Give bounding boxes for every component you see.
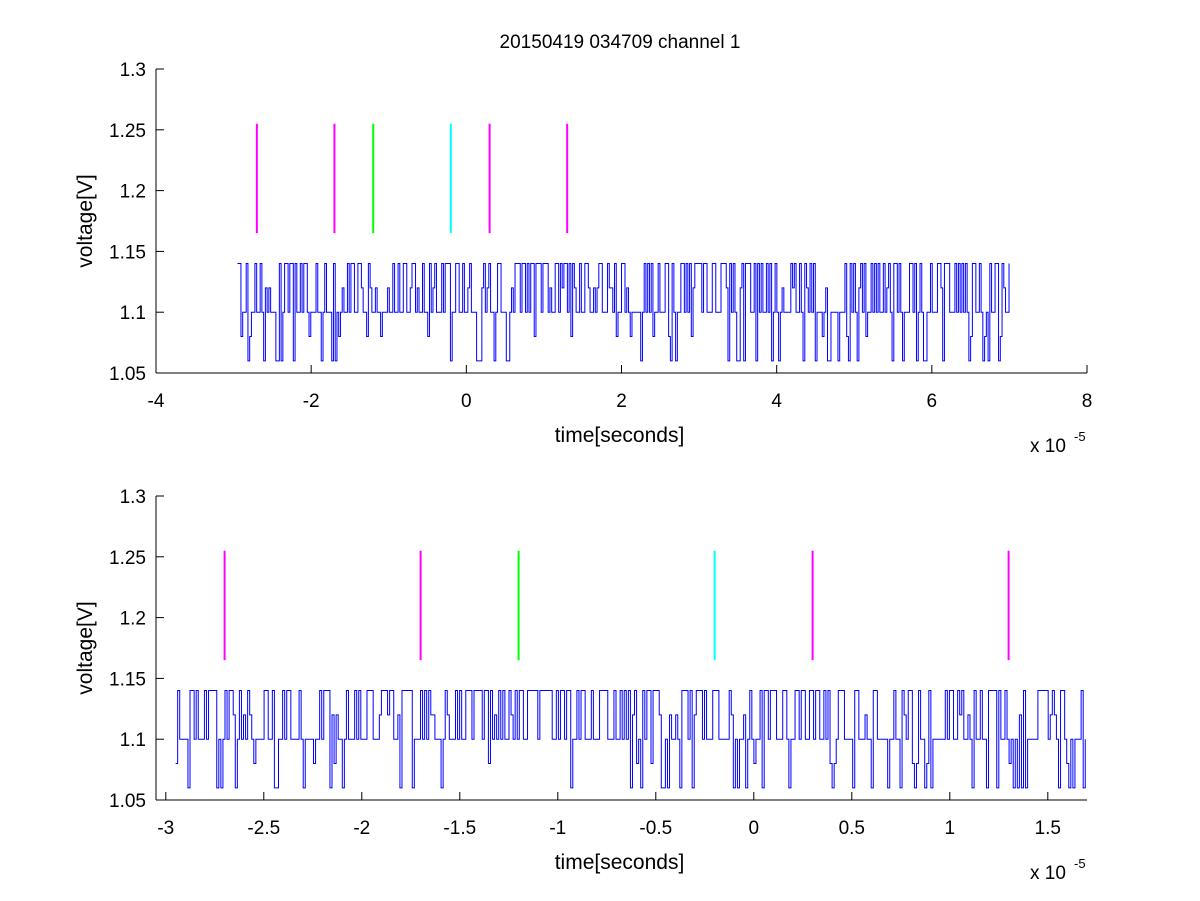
y-tick-label: 1.2 xyxy=(120,182,146,203)
x-tick-label: 4 xyxy=(771,391,782,412)
x-tick-label: 0.5 xyxy=(839,818,865,839)
x-tick-label: -2 xyxy=(303,391,320,412)
x-axis-label: time[seconds] xyxy=(555,424,685,447)
x-tick-label: -1 xyxy=(549,818,566,839)
y-tick-label: 1.2 xyxy=(120,609,146,630)
x-exponent-base: x 10 xyxy=(1030,863,1066,884)
y-axis-label: voltage[V] xyxy=(74,601,97,694)
x-tick-label: 8 xyxy=(1082,391,1093,412)
y-tick-label: 1.15 xyxy=(109,669,146,690)
x-exponent-power: -5 xyxy=(1074,856,1086,871)
y-tick-label: 1.3 xyxy=(120,60,146,81)
y-tick-label: 1.05 xyxy=(109,791,146,812)
x-tick-label: -2 xyxy=(353,818,370,839)
y-axis-label: voltage[V] xyxy=(74,174,97,267)
y-tick-label: 1.25 xyxy=(109,548,146,569)
figure-title: 20150419 034709 channel 1 xyxy=(500,32,741,53)
y-tick-label: 1.15 xyxy=(109,242,146,263)
x-tick-label: 6 xyxy=(927,391,938,412)
y-tick-label: 1.1 xyxy=(120,730,146,751)
x-exponent-power: -5 xyxy=(1074,429,1086,444)
signal-trace xyxy=(175,690,1086,789)
bottom-plot: -3 -2.5 -2 -1.5 -1 -0.5 0 0.5 1 1.5 1.05 1.1 1.15 1.2… xyxy=(74,487,1087,884)
y-tick-label: 1.3 xyxy=(120,487,146,508)
y-tick-label: 1.1 xyxy=(120,303,146,324)
signal-trace xyxy=(237,263,1010,362)
x-exponent-base: x 10 xyxy=(1030,436,1066,457)
x-tick-label: -3 xyxy=(157,818,174,839)
x-tick-label: -4 xyxy=(148,391,165,412)
x-axis-label: time[seconds] xyxy=(555,851,685,874)
x-tick-label: 1 xyxy=(945,818,956,839)
x-tick-label: 1.5 xyxy=(1035,818,1061,839)
x-tick-label: -2.5 xyxy=(247,818,280,839)
top-plot: -4 -2 0 2 4 6 8 1.05 1.1 1.15 1.2 1.25 1.3 time[secon… xyxy=(74,60,1092,457)
x-tick-label: 0 xyxy=(461,391,472,412)
x-tick-label: 0 xyxy=(749,818,760,839)
x-tick-label: 2 xyxy=(616,391,627,412)
x-tick-label: -1.5 xyxy=(443,818,476,839)
y-tick-label: 1.05 xyxy=(109,364,146,385)
x-tick-label: -0.5 xyxy=(639,818,672,839)
y-tick-label: 1.25 xyxy=(109,121,146,142)
